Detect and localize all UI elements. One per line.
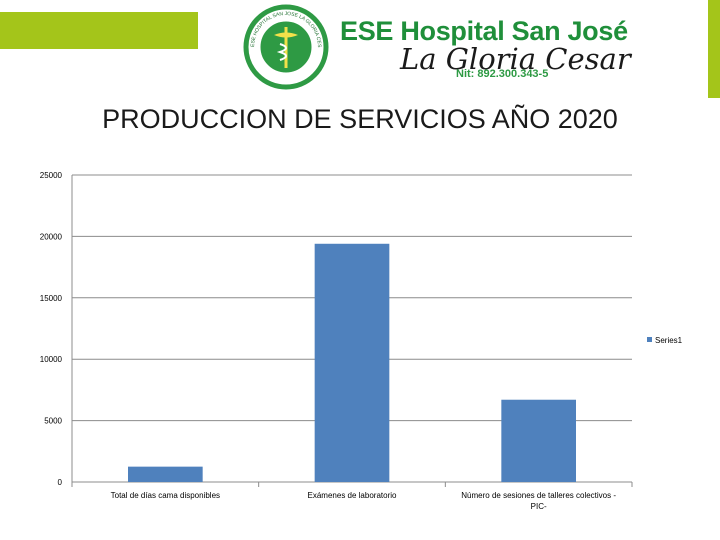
logo-title: ESE Hospital San José xyxy=(340,16,628,46)
bar xyxy=(501,399,576,482)
bar xyxy=(314,243,390,482)
y-tick-label: 25000 xyxy=(40,171,63,180)
y-tick-label: 20000 xyxy=(40,232,63,241)
accent-bar-right xyxy=(708,0,720,98)
legend-swatch xyxy=(647,337,652,342)
hospital-logo: ESE HOSPITAL SAN JOSE LA GLORIA CESAR ES… xyxy=(240,2,640,92)
y-tick-label: 0 xyxy=(58,478,63,487)
x-category-label: Exámenes de laboratorio xyxy=(308,491,397,500)
bar xyxy=(128,466,203,482)
x-category-label: Número de sesiones de talleres colectivo… xyxy=(461,491,616,511)
chart-title: PRODUCCION DE SERVICIOS AÑO 2020 xyxy=(102,104,618,134)
y-tick-label: 10000 xyxy=(40,355,63,364)
legend-label: Series1 xyxy=(655,336,683,345)
y-tick-label: 5000 xyxy=(44,417,62,426)
logo-script: La Gloria Cesar xyxy=(400,42,631,76)
y-tick-label: 15000 xyxy=(40,294,63,303)
logo-nit: Nit: 892.300.343-5 xyxy=(456,68,549,80)
hospital-seal-icon: ESE HOSPITAL SAN JOSE LA GLORIA CESAR xyxy=(240,2,329,90)
accent-bar-left xyxy=(0,12,198,49)
x-category-label: Total de días cama disponibles xyxy=(111,491,220,500)
